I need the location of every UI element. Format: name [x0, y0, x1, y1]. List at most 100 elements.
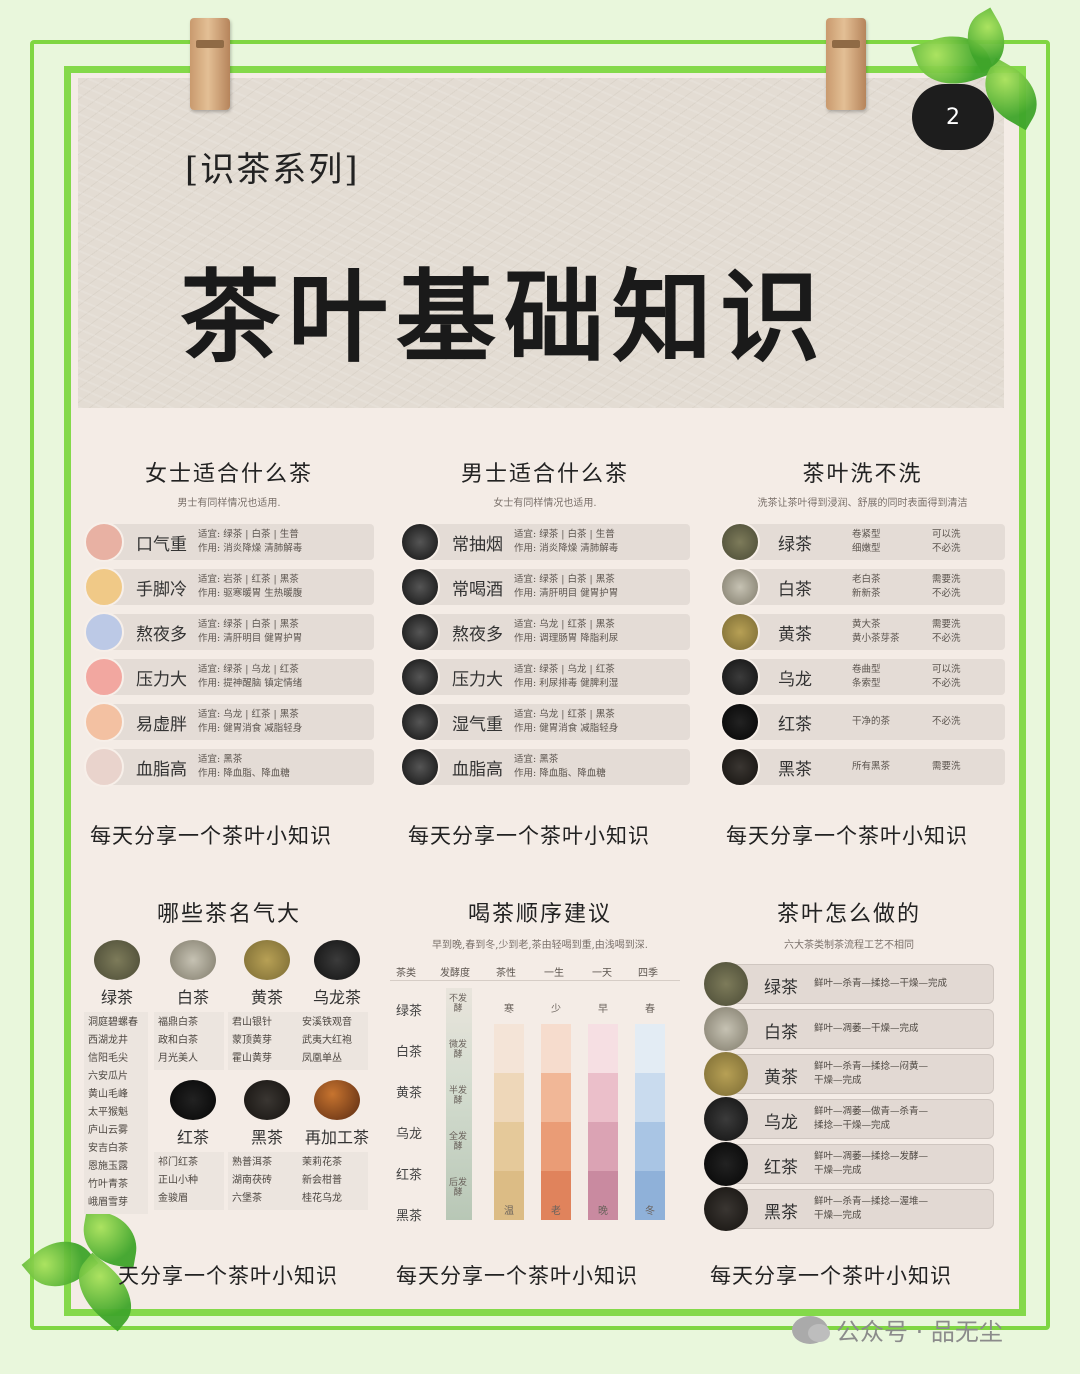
wash-advice: 可以洗 不必洗	[932, 529, 961, 554]
gradient-segment	[635, 1171, 665, 1220]
tea-leaf-image	[704, 1097, 748, 1141]
row-background	[720, 1189, 994, 1229]
gradient-segment	[494, 1073, 524, 1122]
row-background	[102, 614, 374, 650]
condition-description: 适宜: 绿茶 | 白茶 | 生普 作用: 消炎降燥 清肺解毒	[198, 528, 302, 556]
gradient-segment	[541, 1073, 571, 1122]
wash-row: 黄茶 黄大茶 黄小茶芽茶 需要洗 不必洗	[720, 612, 1005, 652]
tea-category-name: 再加工茶	[304, 1128, 369, 1147]
ferment-degree: 半发酵	[448, 1086, 467, 1106]
order-tea-name: 乌龙	[396, 1127, 423, 1142]
famous-panel: 哪些茶名气大 绿茶 洞庭碧螺春 西湖龙井 信阳毛尖 六安瓜片 黄山毛峰 太平猴魁 …	[84, 896, 374, 1226]
outer-frame	[30, 40, 1050, 1330]
tea-leaf-image	[720, 522, 760, 562]
panel-subtitle: 女士有同样情况也适用.	[493, 498, 597, 509]
suitable-teas: 适宜: 绿茶 | 白茶 | 黑茶	[198, 619, 299, 630]
condition-row: 血脂高 适宜: 黑茶 作用: 降血脂、降血糖	[400, 747, 690, 787]
tea-name: 红茶	[778, 714, 812, 735]
row-background	[720, 1009, 994, 1049]
footer-tagline: 天分享一个茶叶小知识	[118, 1264, 338, 1288]
panel-title: 茶叶洗不洗	[802, 462, 923, 487]
process-steps: 鲜叶—凋萎—做青—杀青— 揉捻—干燥—完成	[814, 1106, 929, 1131]
famous-tea: 乌龙茶	[304, 940, 370, 1008]
order-tea-name: 黄茶	[396, 1086, 423, 1101]
condition-description: 适宜: 绿茶 | 白茶 | 黑茶 作用: 清肝明目 健胃护胃	[198, 618, 302, 646]
wash-advice: 不必洗	[932, 716, 961, 727]
tea-name: 红茶	[764, 1158, 798, 1178]
order-column-header: 茶性	[496, 968, 516, 979]
suitable-teas: 适宜: 乌龙 | 红茶 | 黑茶	[514, 619, 615, 630]
tea-leaf-image	[720, 702, 760, 742]
tea-leaf-image	[720, 657, 760, 697]
row-background	[418, 614, 690, 650]
page-title: 茶叶基础知识	[180, 258, 828, 376]
famous-tea-list: 熟普洱茶 湖南茯砖 六堡茶	[228, 1152, 298, 1210]
order-tea-name: 绿茶	[396, 1004, 423, 1019]
tea-effect: 作用: 降血脂、降血糖	[198, 768, 290, 779]
tea-effect: 作用: 利尿排毒 健脾利湿	[514, 678, 619, 689]
ferment-degree: 不发酵	[448, 994, 467, 1014]
tea-leaf-image	[244, 1080, 290, 1120]
row-background	[738, 704, 1005, 740]
process-steps: 鲜叶—凋萎—揉捻—发酵— 干燥—完成	[814, 1151, 929, 1176]
condition-label: 压力大	[452, 669, 503, 690]
order-tea-name: 红茶	[396, 1168, 423, 1183]
condition-label: 口气重	[136, 534, 187, 555]
condition-row: 压力大 适宜: 绿茶 | 乌龙 | 红茶 作用: 提神醒脑 镇定情绪	[84, 657, 374, 697]
condition-row: 湿气重 适宜: 乌龙 | 红茶 | 黑茶 作用: 健胃消食 减脂轻身	[400, 702, 690, 742]
condition-description: 适宜: 黑茶 作用: 降血脂、降血糖	[514, 753, 606, 781]
famous-tea: 黄茶	[234, 940, 300, 1008]
tea-effect: 作用: 健胃消食 减脂轻身	[514, 723, 619, 734]
process-panel: 茶叶怎么做的 六大茶类制茶流程工艺不相同 绿茶 鲜叶—杀青—揉捻—干燥—完成 白茶鲜…	[704, 896, 994, 1236]
process-row: 白茶 鲜叶—凋萎—干燥—完成	[704, 1007, 994, 1051]
tea-leaf-image	[704, 1007, 748, 1051]
women-panel: 女士适合什么茶 男士有同样情况也适用. 口气重 适宜: 绿茶 | 白茶 | 生普作…	[84, 456, 374, 806]
watermark: 公众号 · 品无尘	[792, 1312, 1003, 1347]
gradient-segment	[588, 1171, 618, 1220]
condition-description: 适宜: 绿茶 | 乌龙 | 红茶 作用: 提神醒脑 镇定情绪	[198, 663, 302, 691]
row-background	[418, 524, 690, 560]
tea-effect: 作用: 消炎降燥 清肺解毒	[198, 543, 303, 554]
footer-tagline: 每天分享一个茶叶小知识	[726, 824, 968, 848]
row-background	[418, 569, 690, 605]
order-column-header: 一天	[592, 968, 612, 979]
tea-leaf-image	[704, 1142, 748, 1186]
row-background	[738, 749, 1005, 785]
suitable-teas: 适宜: 岩茶 | 红茶 | 黑茶	[198, 574, 299, 585]
footer-tagline: 每天分享一个茶叶小知识	[90, 824, 332, 848]
avatar	[84, 747, 124, 787]
tea-category-name: 白茶	[176, 988, 209, 1007]
row-background	[102, 659, 374, 695]
condition-description: 适宜: 乌龙 | 红茶 | 黑茶 作用: 健胃消食 减脂轻身	[514, 708, 618, 736]
tea-leaf-image	[244, 940, 290, 980]
panel-subtitle: 早到晚,春到冬,少到老,茶由轻喝到重,由浅喝到深.	[432, 940, 648, 951]
process-row: 黄茶 鲜叶—杀青—揉捻—闷黄— 干燥—完成	[704, 1052, 994, 1096]
condition-row: 压力大 适宜: 绿茶 | 乌龙 | 红茶 作用: 利尿排毒 健脾利湿	[400, 657, 690, 697]
tea-category-name: 红茶	[176, 1128, 209, 1147]
gradient-segment	[588, 1073, 618, 1122]
tea-name: 白茶	[778, 579, 812, 600]
order-end-label: 晚	[598, 1206, 608, 1217]
tea-name: 乌龙	[778, 669, 812, 690]
condition-description: 适宜: 绿茶 | 乌龙 | 红茶 作用: 利尿排毒 健脾利湿	[514, 663, 618, 691]
panel-subtitle: 洗茶让茶叶得到浸润、舒展的同时表面得到清洁	[757, 498, 968, 509]
gradient-segment	[494, 1171, 524, 1220]
condition-description: 适宜: 岩茶 | 红茶 | 黑茶 作用: 驱寒暖胃 生热暖腹	[198, 573, 302, 601]
condition-description: 适宜: 乌龙 | 红茶 | 黑茶 作用: 健胃消食 减脂轻身	[198, 708, 302, 736]
tea-type: 卷紧型 细嫩型	[852, 529, 881, 554]
row-background	[102, 749, 374, 785]
tea-name: 绿茶	[764, 978, 798, 998]
wash-row: 绿茶 卷紧型 细嫩型 可以洗 不必洗	[720, 522, 1005, 562]
process-row: 黑茶 鲜叶—杀青—揉捻—渥堆— 干燥—完成	[704, 1187, 994, 1231]
tea-type: 卷曲型 条索型	[852, 664, 881, 689]
tea-category-name: 绿茶	[100, 988, 133, 1007]
suitable-teas: 适宜: 乌龙 | 红茶 | 黑茶	[514, 709, 615, 720]
process-row: 绿茶 鲜叶—杀青—揉捻—干燥—完成	[704, 962, 994, 1006]
situation-photo	[400, 657, 440, 697]
order-gradient-bar	[588, 1024, 618, 1220]
famous-tea: 黑茶	[234, 1080, 300, 1148]
tea-type: 黄大茶 黄小茶芽茶	[852, 619, 900, 644]
tea-name: 绿茶	[778, 534, 812, 555]
condition-label: 易虚胖	[136, 714, 187, 735]
footer-tagline: 每天分享一个茶叶小知识	[710, 1264, 952, 1288]
